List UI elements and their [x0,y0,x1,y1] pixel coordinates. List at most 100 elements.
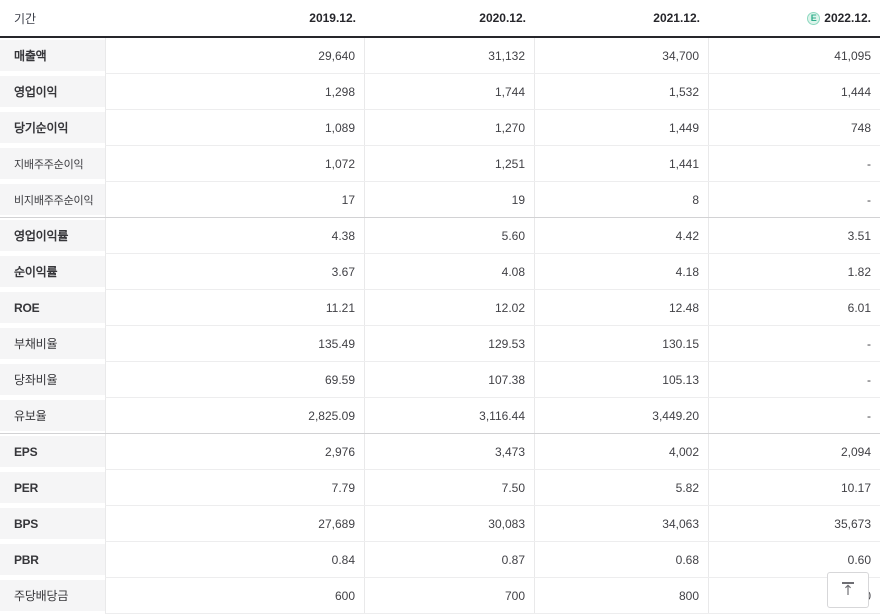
estimate-badge-icon: E [807,11,821,25]
cell-value: 3,449.20 [535,398,709,433]
cell-value: 2,094 [840,444,871,459]
cell-value: 800 [535,578,709,613]
row-cells: 11.21 12.02 12.48 6.01 [105,290,880,326]
cell-value: 0.87 [365,542,535,577]
row-label: BPS [0,506,105,542]
row-label: 지배주주순이익 [0,146,105,182]
row-label: 영업이익률 [0,218,105,254]
row-cells: 7.79 7.50 5.82 10.17 [105,470,880,506]
cell-value: 29,640 [106,38,365,73]
cell-value: 30,083 [365,506,535,541]
row-label: 유보율 [0,398,105,433]
table-row: 매출액 29,640 31,132 34,700 41,095 [0,38,880,74]
column-header: 2020.12. [365,0,535,36]
cell-value: 0.60 [847,552,871,567]
row-cells: 29,640 31,132 34,700 41,095 [105,38,880,74]
cell-value: 12.48 [535,290,709,325]
column-header: 2021.12. [535,0,709,36]
table-row: 지배주주순이익 1,072 1,251 1,441 - [0,146,880,182]
cell-value: 8 [535,182,709,217]
column-header-label: 2021.12. [653,11,700,25]
cell-value: 1,744 [365,74,535,109]
period-header-label: 기간 [14,11,37,26]
row-label: 주당배당금 [0,578,105,614]
arrow-top-bar [842,582,854,584]
cell-value: 5.82 [535,470,709,505]
cell-value: 7.50 [365,470,535,505]
arrow-up-glyph: ↑ [842,583,854,599]
table-row: EPS 2,976 3,473 4,002 2,094 [0,434,880,470]
cell-value: - [867,408,871,423]
cell-value: 4,002 [535,434,709,469]
cell-value: 41,095 [834,48,871,63]
table-row: 당좌비율 69.59 107.38 105.13 - [0,362,880,398]
cell-value: 11.21 [106,290,365,325]
table-row: 부채비율 135.49 129.53 130.15 - [0,326,880,362]
column-header-label: 2022.12. [824,11,871,25]
cell-value: 17 [106,182,365,217]
cell-value: 35,673 [834,516,871,531]
row-label: 순이익률 [0,254,105,290]
cell-value: - [867,372,871,387]
table-row: 영업이익 1,298 1,744 1,532 1,444 [0,74,880,110]
cell-value: 69.59 [106,362,365,397]
row-label: 영업이익 [0,74,105,110]
table-row: PER 7.79 7.50 5.82 10.17 [0,470,880,506]
cell-value: 1,270 [365,110,535,145]
row-cells: 2,976 3,473 4,002 2,094 [105,434,880,470]
cell-value: 1,444 [840,84,871,99]
table-row: 비지배주주순이익 17 19 8 - [0,182,880,218]
cell-value: 6.01 [847,300,871,315]
cell-value: 600 [106,578,365,613]
cell-value: 107.38 [365,362,535,397]
cell-value: 105.13 [535,362,709,397]
cell-value: 3,116.44 [365,398,535,433]
cell-value: 1,089 [106,110,365,145]
cell-value: 700 [365,578,535,613]
row-label: EPS [0,434,105,470]
table-body: 매출액 29,640 31,132 34,700 41,095 영업이익 1,298 1,74… [0,38,880,614]
table-row: ROE 11.21 12.02 12.48 6.01 [0,290,880,326]
row-cells: 2,825.09 3,116.44 3,449.20 - [105,398,880,433]
cell-value: 3.67 [106,254,365,289]
row-cells: 17 19 8 - [105,182,880,217]
column-header-label: 2020.12. [479,11,526,25]
cell-value: 2,825.09 [106,398,365,433]
cell-value: 1,441 [535,146,709,181]
row-label: PBR [0,542,105,578]
table-row: 주당배당금6007008000 [0,578,880,614]
cell-value: 1,449 [535,110,709,145]
row-cells: 1,089 1,270 1,449 748 [105,110,880,146]
scroll-to-top-button[interactable]: ↑ [827,572,869,608]
row-cells: 1,072 1,251 1,441 - [105,146,880,182]
cell-value: 3.51 [847,228,871,243]
table-row: 영업이익률 4.38 5.60 4.42 3.51 [0,218,880,254]
cell-value: 4.38 [106,218,365,253]
column-header-label: 2019.12. [309,11,356,25]
column-header: E 2022.12. [709,0,880,36]
row-cells: 135.49 129.53 130.15 - [105,326,880,362]
row-cells: 6007008000 [105,578,880,614]
cell-value: - [867,192,871,207]
cell-value: 27,689 [106,506,365,541]
cell-value: 34,700 [535,38,709,73]
row-cells: 3.67 4.08 4.18 1.82 [105,254,880,290]
row-label: ROE [0,290,105,326]
row-label: 부채비율 [0,326,105,362]
cell-value: 34,063 [535,506,709,541]
row-cells: 69.59 107.38 105.13 - [105,362,880,398]
table-row: PBR 0.84 0.87 0.68 0.60 [0,542,880,578]
cell-value: 7.79 [106,470,365,505]
cell-value: 748 [850,120,871,135]
cell-value: 4.18 [535,254,709,289]
cell-value: 0.84 [106,542,365,577]
cell-value: 1,298 [106,74,365,109]
cell-value: 1,532 [535,74,709,109]
cell-value: 1.82 [847,264,871,279]
table-row: 유보율 2,825.09 3,116.44 3,449.20 - [0,398,880,434]
row-cells: 27,689 30,083 34,063 35,673 [105,506,880,542]
cell-value: - [867,156,871,171]
cell-value: 3,473 [365,434,535,469]
cell-value: 135.49 [106,326,365,361]
